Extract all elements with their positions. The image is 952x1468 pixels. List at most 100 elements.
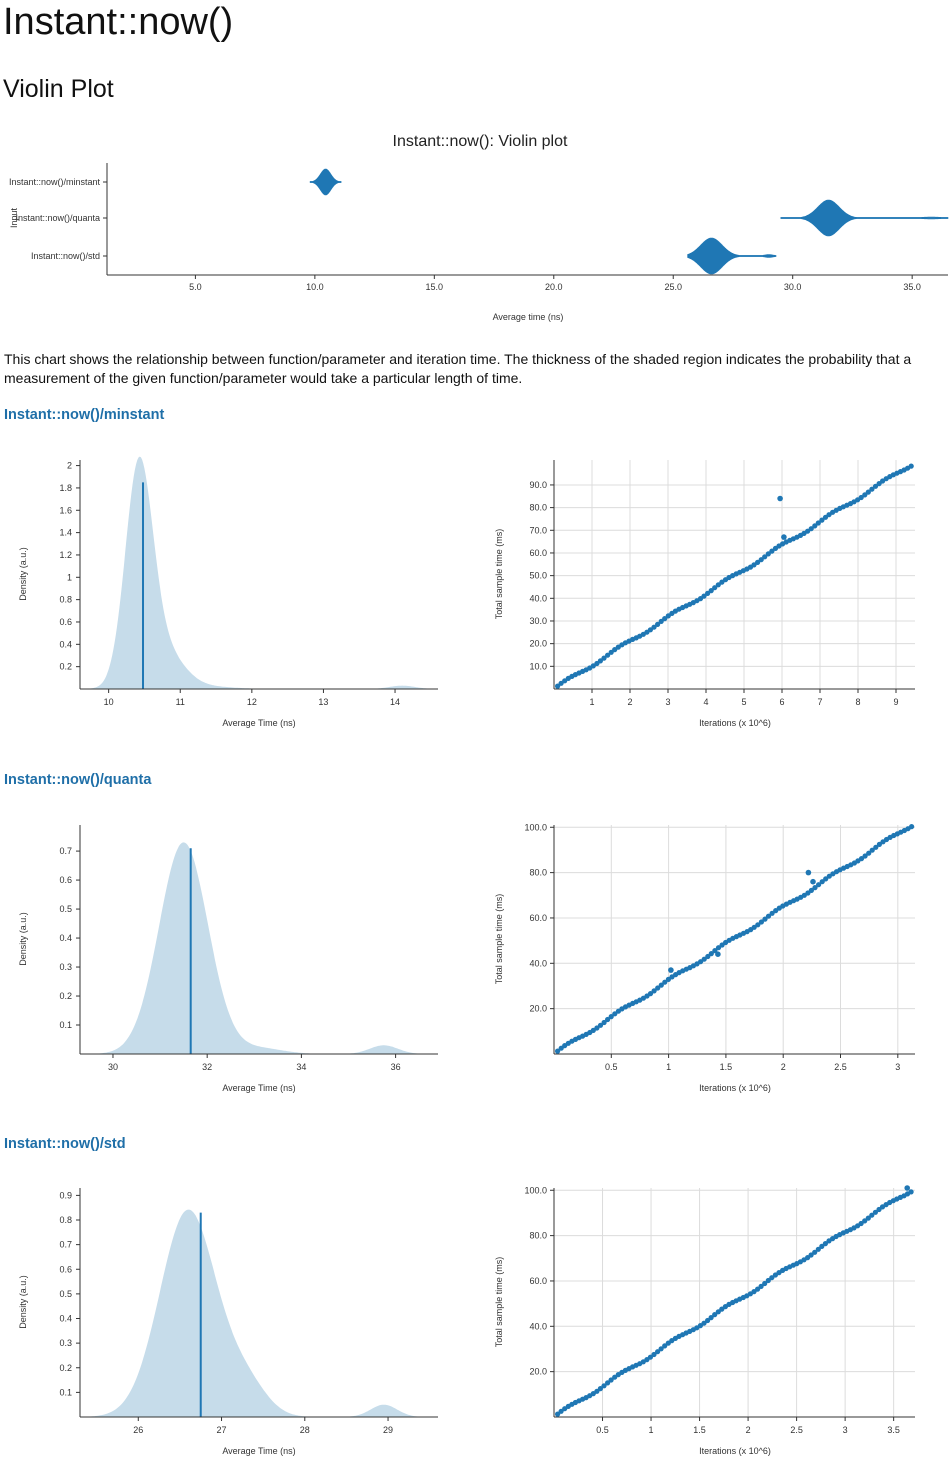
reg-sample-point bbox=[605, 1380, 611, 1386]
violin-x-tick-label: 30.0 bbox=[784, 282, 802, 292]
reg-outlier-point bbox=[777, 495, 783, 502]
pdf-x-tick-label: 29 bbox=[383, 1425, 393, 1435]
reg-sample-point bbox=[708, 1315, 714, 1321]
violin-x-tick-label: 35.0 bbox=[903, 282, 921, 292]
reg-sample-point bbox=[869, 1212, 875, 1218]
reg-sample-point bbox=[655, 621, 661, 627]
reg-sample-point bbox=[858, 494, 864, 501]
violin-x-label: Average time (ns) bbox=[493, 312, 564, 322]
reg-outlier-point bbox=[668, 967, 674, 973]
reg-outlier-point bbox=[904, 1185, 910, 1191]
reg-sample-point bbox=[701, 593, 707, 599]
pdf-y-label: Density (a.u.) bbox=[18, 1275, 28, 1329]
pdf-y-tick-label: 0.9 bbox=[59, 1190, 72, 1200]
pdf-y-tick-label: 1.2 bbox=[59, 550, 72, 560]
pdf-density-area bbox=[80, 842, 438, 1054]
reg-y-label: Total sample time (ms) bbox=[494, 1257, 504, 1348]
section-title-quanta[interactable]: Instant::now()/quanta bbox=[4, 772, 152, 788]
reg-x-tick-label: 2 bbox=[781, 1062, 786, 1072]
pdf-x-tick-label: 32 bbox=[202, 1062, 212, 1072]
reg-sample-point bbox=[819, 879, 825, 885]
reg-x-tick-label: 6 bbox=[779, 697, 784, 707]
reg-sample-point bbox=[647, 991, 654, 997]
reg-y-tick-label: 80.0 bbox=[529, 503, 547, 513]
reg-sample-point bbox=[819, 517, 825, 523]
reg-sample-point bbox=[608, 1014, 614, 1020]
reg-sample-point bbox=[808, 887, 814, 893]
pdf-y-tick-label: 1.6 bbox=[59, 505, 72, 515]
reg-sample-point bbox=[597, 1022, 604, 1028]
pdf-y-tick-label: 0.1 bbox=[59, 1020, 72, 1030]
reg-x-tick-label: 5 bbox=[741, 697, 746, 707]
reg-x-tick-label: 2.5 bbox=[790, 1425, 803, 1435]
reg-sample-point bbox=[812, 523, 818, 529]
pdf-y-tick-label: 0.4 bbox=[59, 639, 72, 649]
reg-sample-point bbox=[705, 1317, 711, 1324]
reg-x-tick-label: 3 bbox=[895, 1062, 900, 1072]
reg-sample-point bbox=[705, 590, 711, 596]
reg-sample-point bbox=[765, 913, 772, 919]
reg-sample-point bbox=[762, 554, 768, 560]
reg-y-tick-label: 70.0 bbox=[529, 525, 547, 535]
violin-x-tick-label: 15.0 bbox=[426, 282, 444, 292]
reg-sample-point bbox=[651, 988, 657, 994]
reg-sample-point bbox=[762, 1280, 768, 1287]
reg-sample-point bbox=[858, 856, 865, 862]
reg-x-tick-label: 1.5 bbox=[693, 1425, 706, 1435]
reg-sample-point bbox=[708, 588, 714, 594]
section-title-std[interactable]: Instant::now()/std bbox=[4, 1136, 126, 1152]
reg-sample-point bbox=[873, 844, 879, 850]
violin-y-label: Input bbox=[9, 207, 19, 228]
reg-x-label: Iterations (x 10^6) bbox=[699, 718, 771, 728]
reg-sample-point bbox=[601, 1383, 607, 1389]
regression-chart-std: 0.5 1 1.5 2 2.5 3 3.5 20.0 40.0 60.0 80.0 100.0 Iter… bbox=[494, 1185, 915, 1456]
reg-sample-point bbox=[662, 1343, 668, 1349]
pdf-chart-std: 26 27 28 29 0.1 0.2 0.3 0.4 0.5 0.6 0.7 0.8 0.9 Avera… bbox=[18, 1188, 438, 1456]
reg-y-label: Total sample time (ms) bbox=[494, 894, 504, 985]
reg-sample-point bbox=[612, 1374, 618, 1380]
reg-sample-point bbox=[765, 1277, 771, 1284]
reg-sample-point bbox=[605, 652, 611, 658]
reg-sample-point bbox=[701, 1320, 707, 1326]
reg-y-tick-label: 60.0 bbox=[529, 1276, 547, 1286]
reg-x-tick-label: 1 bbox=[666, 1062, 671, 1072]
reg-y-tick-label: 40.0 bbox=[529, 1321, 547, 1331]
reg-x-tick-label: 4 bbox=[703, 697, 708, 707]
reg-sample-point bbox=[812, 1249, 818, 1255]
pdf-x-tick-label: 26 bbox=[133, 1425, 143, 1435]
pdf-y-tick-label: 0.6 bbox=[59, 875, 72, 885]
reg-sample-point bbox=[862, 492, 868, 498]
reg-sample-point bbox=[662, 979, 668, 985]
reg-sample-point bbox=[872, 483, 879, 489]
pdf-y-tick-label: 0.7 bbox=[59, 1240, 72, 1250]
section-title-minstant[interactable]: Instant::now()/minstant bbox=[4, 407, 165, 423]
reg-x-tick-label: 8 bbox=[855, 697, 860, 707]
reg-y-tick-label: 60.0 bbox=[529, 913, 547, 923]
reg-sample-point bbox=[865, 1215, 871, 1221]
reg-y-tick-label: 90.0 bbox=[529, 480, 547, 490]
reg-sample-point bbox=[908, 1189, 914, 1195]
reg-sample-point bbox=[816, 882, 822, 888]
reg-sample-point bbox=[658, 982, 664, 988]
reg-sample-point bbox=[712, 948, 718, 954]
reg-sample-point bbox=[869, 847, 875, 853]
violin-y-tick-label: Instant::now()/minstant bbox=[9, 177, 101, 187]
reg-sample-point bbox=[712, 585, 718, 591]
violin-std bbox=[687, 237, 777, 275]
pdf-y-tick-label: 2 bbox=[67, 461, 72, 471]
reg-x-tick-label: 2 bbox=[746, 1425, 751, 1435]
reg-x-tick-label: 1.5 bbox=[720, 1062, 733, 1072]
reg-sample-point bbox=[655, 1349, 661, 1355]
pdf-x-tick-label: 27 bbox=[217, 1425, 227, 1435]
pdf-y-tick-label: 0.3 bbox=[59, 1338, 72, 1348]
reg-x-tick-label: 9 bbox=[893, 697, 898, 707]
reg-sample-point bbox=[715, 582, 721, 588]
reg-sample-point bbox=[812, 885, 818, 891]
reg-sample-point bbox=[715, 1309, 721, 1315]
pdf-x-tick-label: 12 bbox=[247, 697, 257, 707]
reg-sample-point bbox=[762, 916, 768, 922]
violin-x-tick-label: 5.0 bbox=[189, 282, 202, 292]
violin-title: Instant::now(): Violin plot bbox=[393, 133, 568, 150]
reg-x-tick-label: 0.5 bbox=[596, 1425, 609, 1435]
pdf-x-tick-label: 36 bbox=[391, 1062, 401, 1072]
